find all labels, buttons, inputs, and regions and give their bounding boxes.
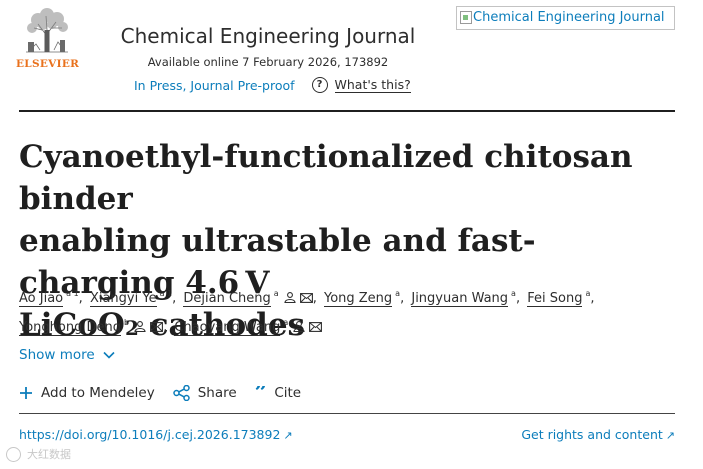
watermark-logo-icon: [6, 446, 21, 462]
author[interactable]: Ao Jiao a 1: [19, 289, 79, 307]
share-button[interactable]: Share: [172, 385, 237, 401]
article-title: Cyanoethyl-functionalized chitosan binde…: [19, 139, 633, 343]
availability-line: Available online 7 February 2026, 173892: [147, 55, 389, 69]
person-icon: [293, 321, 305, 332]
author[interactable]: Yonghong Deng b: [19, 311, 164, 340]
footer-divider: [19, 413, 675, 414]
mail-icon: [299, 293, 313, 303]
person-icon: [134, 321, 146, 332]
author[interactable]: Dejian Cheng a: [183, 282, 313, 311]
author[interactable]: Chaoyang Wang a: [174, 311, 323, 340]
cover-alt-text: Chemical Engineering Journal: [473, 10, 665, 25]
share-icon: [172, 385, 190, 401]
question-icon[interactable]: ?: [311, 77, 328, 93]
author[interactable]: Jingyuan Wang a: [411, 289, 516, 307]
doi-link[interactable]: https://doi.org/10.1016/j.cej.2026.17389…: [19, 427, 293, 442]
author[interactable]: Xiangyi Ye a 1: [89, 289, 173, 307]
rights-link[interactable]: Get rights and content ↗: [521, 427, 675, 442]
show-more-button[interactable]: Show more: [19, 347, 115, 363]
external-link-icon: ↗: [665, 429, 675, 442]
plus-icon: [20, 387, 32, 399]
mail-icon: [309, 322, 323, 332]
mail-icon: [150, 322, 164, 332]
author[interactable]: Yong Zeng a: [323, 289, 401, 307]
external-link-icon: ↗: [283, 429, 293, 442]
quote-icon: ”: [254, 386, 268, 400]
in-press-status[interactable]: In Press, Journal Pre-proof: [134, 77, 295, 93]
elsevier-tree-icon: [20, 8, 74, 56]
watermark: 大红数据: [6, 446, 71, 462]
journal-title[interactable]: Chemical Engineering Journal: [120, 24, 416, 48]
chevron-down-icon: [103, 351, 115, 359]
header-divider: [19, 110, 675, 112]
person-icon: [284, 292, 296, 303]
elsevier-wordmark: ELSEVIER: [16, 58, 80, 70]
article-actions: Add to Mendeley Share ” Cite: [19, 385, 319, 401]
cite-button[interactable]: ” Cite: [254, 385, 302, 401]
broken-image-icon: [460, 11, 472, 24]
author-list: Ao Jiao a 1, Xiangyi Ye a 1, Dejian Cheng a…: [19, 282, 679, 340]
journal-cover-image[interactable]: Chemical Engineering Journal: [456, 6, 675, 30]
status-row: In Press, Journal Pre-proof ? What's thi…: [134, 77, 411, 93]
add-to-mendeley-button[interactable]: Add to Mendeley: [19, 385, 155, 401]
author[interactable]: Fei Song a: [527, 289, 591, 307]
elsevier-logo[interactable]: ELSEVIER: [16, 6, 80, 72]
whats-this-link[interactable]: What's this?: [334, 76, 411, 93]
